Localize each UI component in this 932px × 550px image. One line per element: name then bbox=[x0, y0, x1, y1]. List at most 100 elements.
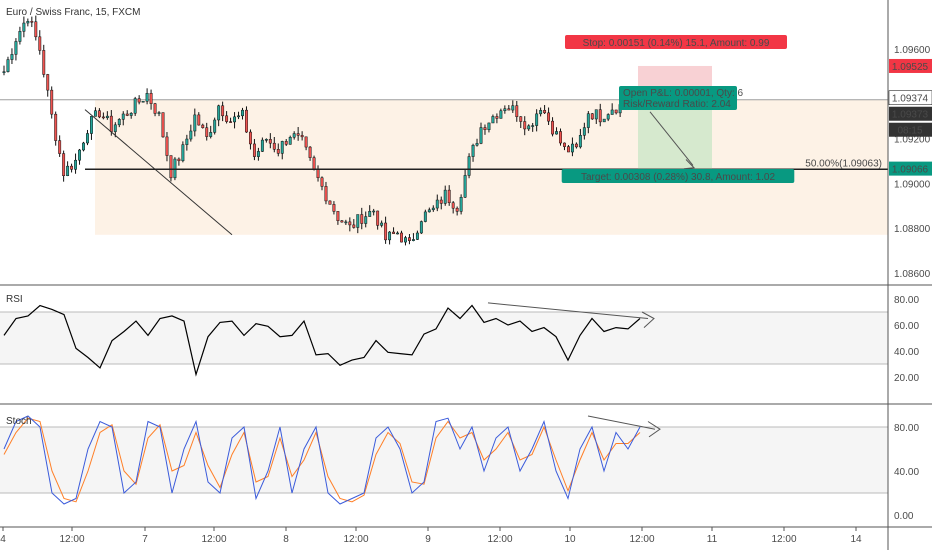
candle-body bbox=[129, 113, 133, 116]
candle-body bbox=[336, 211, 340, 221]
candle-body bbox=[570, 143, 574, 153]
candle-body bbox=[586, 113, 590, 128]
candle-body bbox=[14, 41, 18, 55]
candle-body bbox=[272, 142, 276, 150]
candle-body bbox=[439, 199, 443, 204]
candle-body bbox=[205, 127, 209, 137]
candle-body bbox=[86, 133, 89, 144]
candle-body bbox=[590, 113, 594, 120]
candle-body bbox=[233, 116, 237, 123]
candle-body bbox=[245, 109, 248, 133]
candle-body bbox=[610, 109, 614, 115]
stoch-panel bbox=[0, 415, 888, 505]
symbol-title[interactable]: Euro / Swiss Franc, 15, FXCM bbox=[6, 7, 140, 18]
candle-body bbox=[312, 157, 316, 170]
candle-body bbox=[97, 110, 101, 118]
candle-body bbox=[288, 137, 292, 145]
candle-body bbox=[62, 153, 66, 176]
candle-body bbox=[427, 209, 431, 213]
candle-body bbox=[551, 120, 554, 135]
candle-body bbox=[101, 116, 105, 119]
candle-body bbox=[340, 220, 344, 223]
candle-body bbox=[594, 109, 598, 120]
price-tag-current: 1.09373 bbox=[892, 110, 929, 121]
price-axis[interactable]: 1.09600 1.09200 1.09000 1.08800 1.08600 1.095… bbox=[888, 45, 932, 522]
candle-body bbox=[58, 140, 62, 154]
candle-body bbox=[578, 135, 582, 148]
fib-label: 50.00%(1.09063) bbox=[805, 158, 882, 169]
pnl-label: Open P&L: 0.00001, Qty: 6 bbox=[623, 88, 744, 99]
stoch-k-line bbox=[3, 415, 641, 505]
candle-body bbox=[344, 221, 348, 224]
projection-arrow bbox=[649, 111, 694, 166]
candle-body bbox=[74, 159, 77, 170]
candle-body bbox=[117, 119, 121, 126]
candle-body bbox=[419, 221, 423, 234]
rsi-title[interactable]: RSI bbox=[6, 294, 23, 305]
candle-body bbox=[38, 36, 42, 51]
candle-body bbox=[384, 222, 388, 241]
candle-body bbox=[229, 121, 233, 123]
time-tick-label: 11 bbox=[707, 534, 718, 545]
stop-label: Stop: 0.00151 (0.14%) 15.1, Amount: 0.99 bbox=[583, 38, 770, 49]
stoch-band bbox=[0, 427, 888, 493]
time-tick-label: 8 bbox=[283, 534, 289, 545]
candle-body bbox=[380, 222, 384, 226]
candle-body bbox=[241, 109, 244, 117]
candle-body bbox=[491, 116, 495, 124]
stoch-tick: 80.00 bbox=[894, 423, 919, 434]
candle-body bbox=[574, 143, 578, 148]
candle-body bbox=[332, 204, 336, 212]
candle-body bbox=[308, 146, 312, 158]
price-tag-timer: 08:15 bbox=[897, 126, 922, 137]
candle-body bbox=[348, 221, 352, 226]
price-candles bbox=[2, 15, 638, 246]
candle-body bbox=[495, 116, 499, 119]
time-axis[interactable]: 4 12:00 7 12:00 8 12:00 9 12:00 10 12:00 11 12:00 14 bbox=[0, 527, 862, 545]
candle-body bbox=[276, 149, 280, 154]
candle-body bbox=[320, 177, 324, 187]
candle-body bbox=[193, 114, 197, 132]
candle-body bbox=[153, 103, 157, 114]
candle-body bbox=[169, 155, 173, 179]
candle-body bbox=[435, 199, 439, 209]
candle-body bbox=[268, 139, 272, 144]
time-tick-label: 12:00 bbox=[201, 534, 226, 545]
candle-body bbox=[543, 110, 547, 114]
stoch-title[interactable]: Stoch bbox=[6, 416, 32, 427]
candle-body bbox=[372, 210, 376, 213]
candle-body bbox=[404, 237, 407, 243]
candle-body bbox=[451, 202, 455, 209]
candle-body bbox=[527, 125, 531, 130]
candle-body bbox=[555, 131, 558, 135]
candle-body bbox=[415, 232, 419, 240]
candle-body bbox=[499, 110, 503, 119]
candle-body bbox=[523, 121, 527, 130]
candle-body bbox=[479, 127, 483, 144]
price-tag-last: 1.09374 bbox=[892, 94, 929, 105]
trendline[interactable] bbox=[84, 109, 233, 236]
target-label: Target: 0.00308 (0.28%) 30.8, Amount: 1.… bbox=[581, 172, 775, 183]
candle-body bbox=[356, 214, 360, 228]
price-tag-last-bg bbox=[888, 90, 932, 105]
main-overlays: 50.00%(1.09063) Stop: 0.00151 (0.14%) 15.… bbox=[84, 35, 888, 236]
price-tag-target-bg bbox=[889, 161, 932, 176]
candle-body bbox=[447, 189, 451, 203]
candle-body bbox=[547, 112, 551, 122]
candle-body bbox=[324, 186, 328, 202]
candle-body bbox=[503, 108, 507, 112]
candle-body bbox=[360, 214, 364, 224]
candle-body bbox=[300, 135, 304, 138]
stoch-divergence-line bbox=[587, 415, 656, 430]
rsi-line bbox=[3, 304, 641, 377]
target-zone[interactable] bbox=[638, 99, 712, 169]
candle-body bbox=[507, 108, 511, 111]
candle-body bbox=[296, 133, 300, 136]
candle-body bbox=[459, 197, 463, 212]
candle-body bbox=[408, 237, 411, 241]
price-tag-stop-bg bbox=[889, 58, 932, 73]
rsi-divergence-arrowhead bbox=[641, 311, 655, 328]
candle-body bbox=[125, 113, 129, 116]
candle-body bbox=[105, 115, 109, 119]
